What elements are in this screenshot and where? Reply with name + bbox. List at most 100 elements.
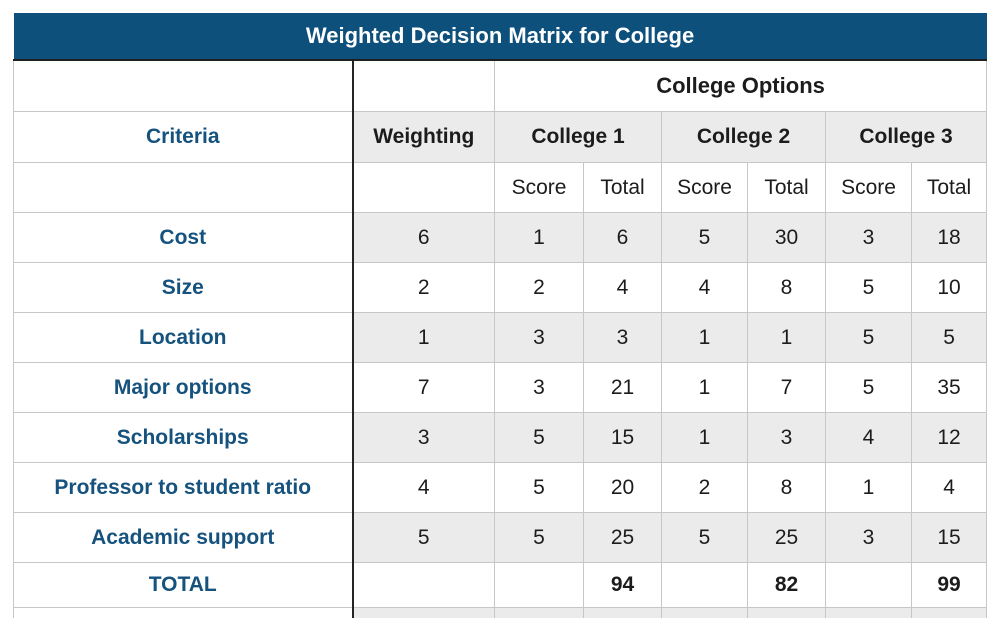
row-location: Location 1 3 3 1 1 5 5: [13, 312, 988, 363]
college3-total-cell: 5: [910, 312, 988, 363]
college3-score-cell: 4: [825, 412, 912, 463]
college3-score-cell: 5: [825, 312, 912, 363]
college2-score-cell: [661, 562, 748, 608]
criteria-header: Criteria: [13, 111, 354, 163]
empty-criteria-cell: [13, 607, 354, 618]
college1-total-cell: 20: [583, 462, 662, 513]
college3-total-cell: 35: [910, 362, 988, 413]
college1-total-cell: 25: [583, 512, 662, 563]
college3-total-header: Total: [910, 162, 988, 213]
empty-weighting-cell: [352, 59, 495, 112]
college2-total-cell: 3: [747, 412, 826, 463]
college3-score-cell: [825, 562, 912, 608]
college1-grand-total: 94: [583, 562, 662, 608]
college2-score-cell: 4: [661, 262, 748, 313]
college-options-header: College Options: [493, 59, 988, 112]
college2-score-cell: 5: [661, 512, 748, 563]
title-row: Weighted Decision Matrix for College: [13, 13, 987, 61]
college1-score-cell: 3: [494, 312, 584, 363]
empty-cell: [352, 607, 495, 618]
empty-criteria-cell: [13, 59, 354, 112]
college1-total-cell: 15: [583, 412, 662, 463]
college1-score-cell: 5: [494, 412, 584, 463]
college3-grand-total: 99: [910, 562, 988, 608]
college1-total-cell: 6: [583, 212, 662, 263]
table-title: Weighted Decision Matrix for College: [13, 13, 987, 61]
partial-bottom-row: [13, 607, 988, 618]
criterion-label: Major options: [13, 362, 354, 413]
row-major-options: Major options 7 3 21 1 7 5 35: [13, 362, 988, 413]
college1-total-cell: 3: [583, 312, 662, 363]
row-professor-to-student-ratio: Professor to student ratio 4 5 20 2 8 1 …: [13, 462, 988, 513]
college3-header: College 3: [824, 111, 988, 163]
criterion-label: Academic support: [13, 512, 354, 563]
college2-total-cell: 8: [747, 462, 826, 513]
college3-total-cell: 18: [910, 212, 988, 263]
college2-score-cell: 1: [661, 312, 748, 363]
college3-score-cell: 3: [825, 212, 912, 263]
college1-total-cell: 4: [583, 262, 662, 313]
empty-criteria-cell: [13, 162, 354, 213]
weighting-header: Weighting: [352, 111, 495, 163]
college3-score-cell: 5: [825, 362, 912, 413]
column-header-row: Criteria Weighting College 1 College 2 C…: [13, 111, 988, 163]
weighting-cell: 4: [352, 462, 495, 513]
college2-total-cell: 1: [747, 312, 826, 363]
criterion-label: Cost: [13, 212, 354, 263]
college2-total-cell: 7: [747, 362, 826, 413]
weighting-cell: 5: [352, 512, 495, 563]
college2-header: College 2: [661, 111, 826, 163]
row-scholarships: Scholarships 3 5 15 1 3 4 12: [13, 412, 988, 463]
college1-score-cell: 5: [494, 462, 584, 513]
college1-total-header: Total: [583, 162, 662, 213]
college1-score-cell: 1: [494, 212, 584, 263]
row-academic-support: Academic support 5 5 25 5 25 3 15: [13, 512, 988, 563]
group-header-row: College Options: [13, 59, 988, 112]
college2-score-cell: 2: [661, 462, 748, 513]
college1-total-cell: 21: [583, 362, 662, 413]
college3-total-cell: 15: [910, 512, 988, 563]
college2-score-header: Score: [661, 162, 748, 213]
college1-header: College 1: [494, 111, 662, 163]
college2-score-cell: 1: [661, 362, 748, 413]
decision-matrix-table: Weighted Decision Matrix for College Col…: [13, 13, 988, 618]
college2-total-cell: 30: [747, 212, 826, 263]
weighting-cell: 1: [352, 312, 495, 363]
college1-score-cell: [494, 562, 584, 608]
subheader-row: Score Total Score Total Score Total: [13, 162, 988, 213]
row-total: TOTAL 94 82 99: [13, 562, 988, 608]
empty-cell: [825, 607, 912, 618]
total-label: TOTAL: [13, 562, 354, 608]
college3-total-cell: 10: [910, 262, 988, 313]
weighting-cell: [352, 562, 495, 608]
college3-total-cell: 12: [910, 412, 988, 463]
empty-cell: [661, 607, 748, 618]
college2-total-cell: 25: [747, 512, 826, 563]
weighting-cell: 7: [352, 362, 495, 413]
college2-score-cell: 5: [661, 212, 748, 263]
college1-score-cell: 5: [494, 512, 584, 563]
criterion-label: Location: [13, 312, 354, 363]
college2-grand-total: 82: [747, 562, 826, 608]
weighting-cell: 6: [352, 212, 495, 263]
empty-cell: [747, 607, 826, 618]
college3-score-cell: 3: [825, 512, 912, 563]
empty-cell: [583, 607, 662, 618]
empty-weighting-cell: [352, 162, 495, 213]
college1-score-cell: 3: [494, 362, 584, 413]
criterion-label: Professor to student ratio: [13, 462, 354, 513]
college3-score-cell: 5: [825, 262, 912, 313]
college2-score-cell: 1: [661, 412, 748, 463]
row-size: Size 2 2 4 4 8 5 10: [13, 262, 988, 313]
weighting-cell: 3: [352, 412, 495, 463]
college2-total-header: Total: [747, 162, 826, 213]
empty-cell: [910, 607, 988, 618]
college3-score-cell: 1: [825, 462, 912, 513]
college1-score-cell: 2: [494, 262, 584, 313]
row-cost: Cost 6 1 6 5 30 3 18: [13, 212, 988, 263]
empty-cell: [494, 607, 584, 618]
college3-total-cell: 4: [910, 462, 988, 513]
criterion-label: Scholarships: [13, 412, 354, 463]
weighting-cell: 2: [352, 262, 495, 313]
